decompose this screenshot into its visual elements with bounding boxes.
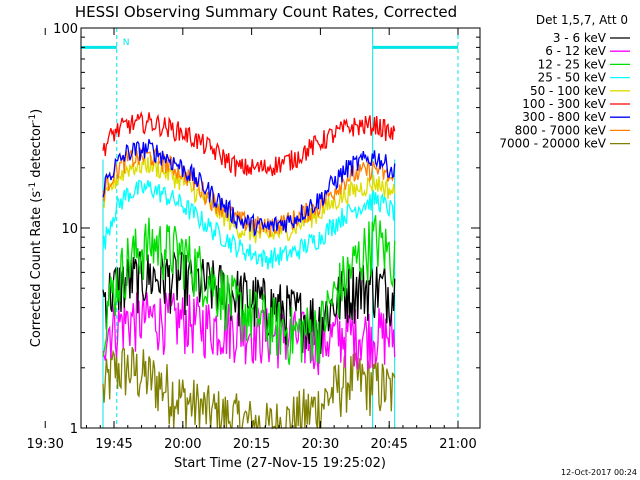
- series-line: [102, 179, 396, 270]
- legend-label: 6 - 12 keV: [545, 44, 607, 58]
- legend-header: Det 1,5,7, Att 0: [536, 13, 628, 27]
- legend-label: 800 - 7000 keV: [515, 123, 607, 137]
- legend-label: 25 - 50 keV: [538, 71, 607, 85]
- legend-label: 7000 - 20000 keV: [499, 137, 606, 151]
- x-tick-label: 19:45: [95, 437, 132, 452]
- series-line: [102, 139, 396, 236]
- legend-label: 300 - 800 keV: [522, 110, 606, 124]
- x-tick-label: 20:30: [302, 437, 339, 452]
- series-line: [102, 346, 396, 430]
- x-tick-label: 21:00: [439, 437, 476, 452]
- legend-label: 50 - 100 keV: [530, 84, 607, 98]
- y-tick-label: 10: [61, 222, 78, 237]
- legend-label: 3 - 6 keV: [553, 31, 607, 45]
- y-axis: 1 10 100: [53, 22, 480, 437]
- legend-label: 12 - 25 keV: [538, 57, 607, 71]
- night-flag-label: N: [123, 38, 130, 48]
- x-axis: 19:30 19:45 20:00 20:15 20:30 20:45 21:00: [26, 28, 477, 452]
- x-tick-label: 19:30: [26, 437, 63, 452]
- plot-area: N: [81, 28, 459, 430]
- y-axis-label: Corrected Count Rate (s-1 detector-1): [28, 109, 44, 347]
- y-tick-label: 1: [70, 422, 78, 437]
- series-line: [102, 215, 396, 365]
- x-tick-label: 20:00: [164, 437, 201, 452]
- footer-timestamp: 12-Oct-2017 00:24: [561, 468, 637, 477]
- x-axis-label: Start Time (27-Nov-15 19:25:02): [174, 456, 386, 471]
- series-line: [102, 292, 396, 376]
- x-tick-label: 20:15: [233, 437, 270, 452]
- series-line: [102, 110, 396, 177]
- legend-label: 100 - 300 keV: [522, 97, 606, 111]
- chart-title: HESSI Observing Summary Count Rates, Cor…: [75, 3, 457, 21]
- y-tick-label: 100: [53, 22, 78, 37]
- x-tick-label: 20:45: [370, 437, 407, 452]
